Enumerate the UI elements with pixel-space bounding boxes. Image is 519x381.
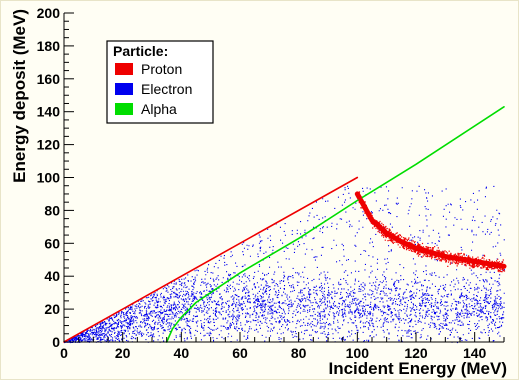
- y-tick-label: 120: [37, 137, 61, 153]
- legend-label-electron: Electron: [141, 81, 192, 97]
- y-tick-label: 200: [37, 5, 61, 21]
- y-tick-label: 60: [44, 235, 60, 251]
- legend-label-alpha: Alpha: [141, 101, 177, 117]
- legend-swatch-alpha: [115, 103, 133, 115]
- x-tick-label: 40: [174, 345, 190, 361]
- legend-title: Particle:: [113, 43, 168, 59]
- x-tick-label: 60: [232, 345, 248, 361]
- proton-series-line: [63, 176, 359, 343]
- x-tick-label: 100: [346, 345, 370, 361]
- x-tick-label: 80: [291, 345, 307, 361]
- y-tick-label: 80: [44, 202, 60, 218]
- y-tick-label: 100: [37, 170, 61, 186]
- legend-swatch-proton: [115, 63, 133, 75]
- x-tick-label: 140: [463, 345, 487, 361]
- y-tick-label: 40: [44, 268, 60, 284]
- axes: 0 20 40 60 80 100 120 140 0 20 40 60 80 100 120 140 160 1…: [37, 5, 505, 361]
- proton-points: [357, 191, 506, 273]
- y-tick-label: 160: [37, 71, 61, 87]
- legend-label-proton: Proton: [141, 61, 182, 77]
- electron-points: [64, 185, 505, 344]
- y-tick-label: 0: [52, 334, 60, 350]
- legend-swatch-electron: [115, 83, 133, 95]
- y-tick-label: 20: [44, 301, 60, 317]
- y-tick-label: 180: [37, 38, 61, 54]
- y-tick-label: 140: [37, 104, 61, 120]
- line-series-layer: [63, 106, 507, 343]
- electron-series: [64, 185, 505, 344]
- y-axis-label: Energy deposit (MeV): [10, 9, 29, 183]
- alpha-series-line: [165, 106, 505, 343]
- legend: Particle: Proton Electron Alpha: [106, 40, 214, 124]
- x-tick-label: 20: [115, 345, 131, 361]
- x-tick-label: 120: [404, 345, 428, 361]
- x-tick-label: 0: [60, 345, 68, 361]
- x-axis-label: Incident Energy (MeV): [328, 359, 507, 378]
